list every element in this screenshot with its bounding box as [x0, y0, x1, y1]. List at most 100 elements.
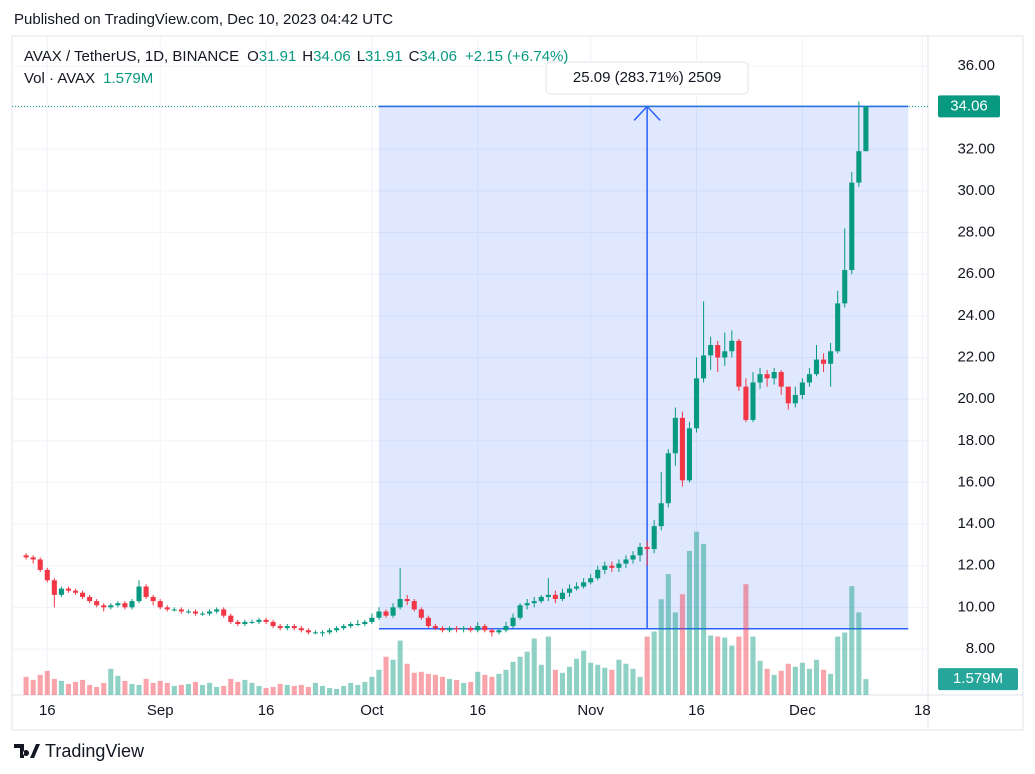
- candle-body: [136, 586, 142, 602]
- volume-bar: [658, 599, 664, 695]
- volume-bar: [87, 684, 93, 695]
- candle-body: [454, 628, 460, 630]
- y-tick-label: 30.00: [957, 182, 995, 199]
- volume-bar: [298, 684, 304, 695]
- candle-body: [672, 417, 678, 454]
- volume-bar: [792, 666, 798, 695]
- candle-body: [679, 417, 685, 481]
- candle-body: [432, 626, 438, 629]
- candle-body: [263, 619, 269, 622]
- volume-bar: [411, 672, 417, 695]
- volume-bar: [630, 668, 636, 695]
- volume-bar: [510, 661, 516, 695]
- volume-bar: [602, 667, 608, 695]
- volume-bar: [503, 669, 509, 695]
- volume-bar: [475, 671, 481, 695]
- volume-bar: [813, 659, 820, 695]
- candle-body: [291, 626, 297, 629]
- volume-bar: [468, 681, 474, 695]
- candle-body: [503, 626, 509, 631]
- candle-body: [199, 613, 206, 615]
- candle-body: [863, 106, 869, 152]
- candle-body: [496, 630, 502, 633]
- candle-body: [319, 632, 326, 634]
- candle-body: [849, 182, 855, 271]
- volume-bar: [284, 684, 290, 695]
- candle-body: [736, 340, 742, 387]
- candle-body: [651, 526, 657, 550]
- candle-body: [235, 621, 241, 625]
- ohlc-label: C: [409, 48, 420, 65]
- y-tick-label: 24.00: [957, 307, 995, 324]
- volume-bar: [665, 574, 671, 695]
- volume-bar: [482, 674, 488, 695]
- volume-bar: [256, 685, 262, 695]
- candle-body: [658, 503, 664, 527]
- candle-body: [65, 588, 71, 591]
- volume-bar: [856, 612, 862, 695]
- y-tick-label: 36.00: [957, 57, 995, 74]
- candle-body: [270, 621, 276, 627]
- last-volume-badge: [938, 668, 1018, 691]
- candle-body: [729, 340, 735, 352]
- candle-body: [686, 428, 693, 481]
- candle-body: [51, 580, 57, 595]
- candle-body: [44, 569, 50, 581]
- volume-bar: [552, 669, 558, 695]
- candle-body: [545, 594, 551, 597]
- measure-label-box: [545, 61, 749, 95]
- candle-body: [813, 359, 820, 375]
- candle-body: [581, 582, 587, 587]
- candle-body: [461, 628, 467, 630]
- candle-body: [37, 559, 43, 570]
- candle-body: [715, 345, 721, 358]
- volume-bar: [637, 676, 643, 695]
- volume-bar: [736, 636, 742, 695]
- y-tick-label: 22.00: [957, 348, 995, 365]
- candle-body: [376, 611, 382, 618]
- volume-bar: [37, 674, 43, 695]
- x-tick-label: Dec: [789, 702, 816, 719]
- volume-name: Vol · AVAX: [24, 70, 95, 87]
- chart-frame: [11, 35, 1024, 731]
- candle-body: [771, 372, 777, 379]
- symbol-title: AVAX / TetherUS, 1D, BINANCE: [24, 48, 239, 65]
- volume-bar: [249, 682, 255, 695]
- volume-bar: [376, 669, 382, 695]
- volume-bar: [355, 684, 361, 695]
- x-tick-label: Oct: [360, 702, 384, 719]
- candle-body: [108, 605, 114, 608]
- volume-bar: [129, 683, 135, 695]
- volume-bar: [821, 669, 827, 695]
- volume-bar: [771, 674, 777, 695]
- volume-bar: [672, 612, 678, 695]
- candle-body: [80, 592, 86, 597]
- volume-bar: [270, 686, 276, 695]
- candle-body: [214, 609, 220, 612]
- candle-body: [341, 626, 347, 629]
- volume-bar: [341, 685, 347, 695]
- volume-bar: [764, 668, 770, 695]
- volume-bar: [277, 683, 283, 695]
- candle-body: [524, 603, 530, 606]
- volume-bar: [235, 681, 241, 695]
- candle-body: [475, 626, 481, 631]
- candle-body: [799, 382, 805, 395]
- x-tick-label: 16: [469, 702, 486, 719]
- candle-body: [171, 609, 177, 611]
- volume-bar: [390, 659, 396, 695]
- volume-bar: [496, 673, 502, 695]
- x-tick-label: 16: [688, 702, 705, 719]
- candle-body: [425, 617, 431, 627]
- x-tick-label: Nov: [577, 702, 604, 719]
- volume-bar: [651, 631, 657, 695]
- y-tick-label: 16.00: [957, 473, 995, 490]
- volume-bar: [312, 682, 318, 695]
- candle-body: [792, 394, 798, 404]
- candle-body: [312, 632, 318, 634]
- candle-body: [616, 563, 622, 568]
- volume-bar: [157, 680, 163, 695]
- volume-bar: [863, 679, 869, 695]
- last-price-label: 34.06: [950, 97, 988, 114]
- candle-body: [552, 594, 558, 600]
